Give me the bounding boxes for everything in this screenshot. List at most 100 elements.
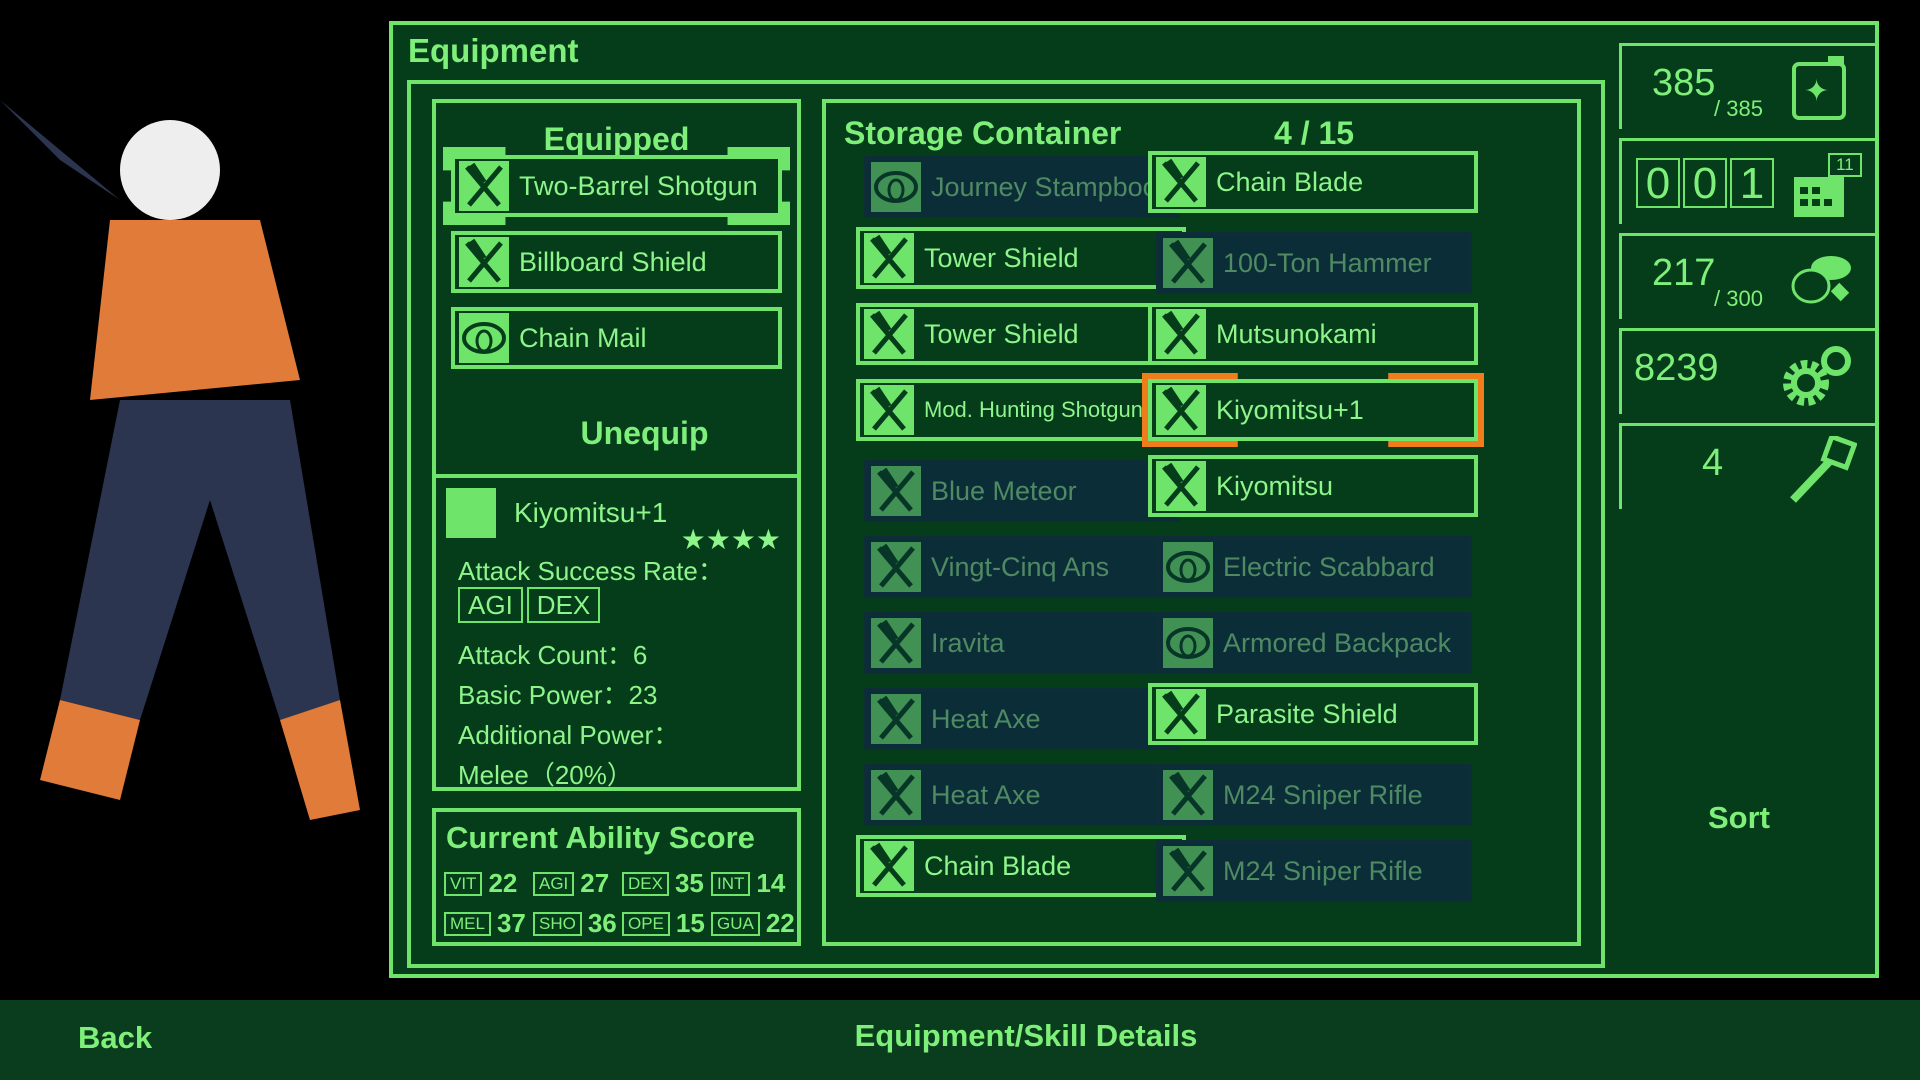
item-slot[interactable]: Mutsunokami — [1148, 303, 1478, 365]
item-slot[interactable]: Journey Stampbook — [864, 156, 1180, 218]
ability-score: VIT 22 — [444, 868, 534, 899]
item-name: 100-Ton Hammer — [1223, 247, 1432, 278]
item-name: M24 Sniper Rifle — [1223, 855, 1423, 886]
item-slot[interactable]: 100-Ton Hammer — [1156, 232, 1472, 294]
ability-tag: AGI — [533, 871, 575, 896]
day-digit: 1 — [1730, 158, 1774, 208]
item-slot[interactable]: Tower Shield — [856, 303, 1186, 365]
unequip-button[interactable]: Unequip — [580, 415, 709, 451]
item-name: Journey Stampbook — [931, 171, 1172, 202]
item-name: Tower Shield — [924, 318, 1079, 349]
key-icon — [1790, 436, 1857, 503]
svg-text:✦: ✦ — [1804, 75, 1829, 108]
ability-score: MEL 37 — [444, 908, 543, 939]
additional-power: Melee（20%） — [458, 760, 633, 790]
sort-button[interactable]: Sort — [1708, 800, 1770, 835]
weapon-icon — [871, 694, 921, 744]
item-slot[interactable]: Parasite Shield — [1148, 683, 1478, 745]
item-name: Kiyomitsu — [1216, 470, 1334, 501]
window-title: Equipment — [408, 32, 579, 69]
keys-stat: 4 — [1619, 423, 1875, 509]
item-slot[interactable]: Mod. Hunting Shotgun — [856, 379, 1186, 441]
equipped-header: Equipped — [543, 121, 690, 157]
keys-value: 4 — [1702, 442, 1724, 484]
item-slot[interactable]: Tower Shield — [856, 227, 1186, 289]
armor-icon — [1163, 542, 1213, 592]
item-name: Heat Axe — [931, 703, 1041, 734]
day-digit: 0 — [1683, 158, 1727, 208]
item-slot[interactable]: Chain Mail — [451, 307, 782, 369]
ability-value: 15 — [675, 908, 705, 938]
storage-header: Storage Container — [844, 115, 1122, 151]
calendar-badge: 11 — [1828, 153, 1862, 177]
item-slot[interactable]: Heat Axe — [864, 688, 1180, 750]
ability-tag: VIT — [444, 871, 483, 896]
ability-tag: SHO — [533, 911, 582, 936]
storage-count: 4 / 15 — [1274, 115, 1355, 151]
weapon-icon — [459, 237, 509, 287]
equipment-skill-details-button[interactable]: Equipment/Skill Details — [854, 1018, 1198, 1053]
day-digit: 0 — [1636, 158, 1680, 208]
item-name: M24 Sniper Rifle — [1223, 779, 1423, 810]
weapon-icon — [864, 309, 914, 359]
weapon-icon — [1163, 770, 1213, 820]
item-name: Tower Shield — [924, 242, 1079, 273]
item-slot[interactable]: Armored Backpack — [1156, 612, 1472, 674]
back-button[interactable]: Back — [78, 1020, 153, 1055]
ability-score: AGI 27 — [533, 868, 626, 899]
item-slot[interactable]: Chain Blade — [1148, 151, 1478, 213]
item-slot[interactable]: Chain Blade — [856, 835, 1186, 897]
ability-score-panel: Current Ability Score VIT 22 AGI 27 DEX 35 INT… — [432, 808, 801, 946]
ability-tag: GUA — [711, 911, 760, 936]
item-slot[interactable]: Kiyomitsu+1 — [1148, 379, 1478, 441]
item-name: Iravita — [931, 627, 1005, 658]
footer-center: Equipment/Skill Details — [0, 1018, 1920, 1054]
item-slot[interactable]: M24 Sniper Rifle — [1156, 840, 1472, 902]
item-slot[interactable]: M24 Sniper Rifle — [1156, 764, 1472, 826]
footer-bar — [0, 1000, 1920, 1080]
ability-value: 27 — [580, 868, 610, 898]
weapon-icon — [871, 542, 921, 592]
weapon-icon — [459, 161, 509, 211]
weapon-icon — [1163, 238, 1213, 288]
weapon-icon — [1163, 846, 1213, 896]
calendar-icon — [1794, 177, 1844, 217]
food-stat: 217 / 300 — [1619, 233, 1875, 319]
armor-icon — [1163, 618, 1213, 668]
detail-header: Kiyomitsu+1 — [446, 488, 667, 538]
ability-score: DEX 35 — [622, 868, 721, 899]
ability-tag: MEL — [444, 911, 491, 936]
armor-icon — [871, 162, 921, 212]
item-slot[interactable]: Electric Scabbard — [1156, 536, 1472, 598]
item-name: Blue Meteor — [931, 475, 1077, 506]
item-slot[interactable]: Billboard Shield — [451, 231, 782, 293]
item-slot[interactable]: Two-Barrel Shotgun — [451, 155, 782, 217]
rate-tag: DEX — [526, 587, 601, 623]
item-name: Chain Blade — [924, 850, 1072, 881]
item-name: Kiyomitsu+1 — [1216, 394, 1364, 425]
attack-success-rate-label: Attack Success Rate： — [458, 556, 724, 586]
item-name: Chain Blade — [1216, 166, 1364, 197]
item-name: Electric Scabbard — [1223, 551, 1435, 582]
item-slot[interactable]: Heat Axe — [864, 764, 1180, 826]
energy-canister-icon: ✦ — [1792, 56, 1846, 120]
item-slot[interactable]: Iravita — [864, 612, 1180, 674]
energy-value: 385 — [1652, 62, 1716, 104]
item-name: Armored Backpack — [1223, 627, 1452, 658]
character-portrait — [0, 100, 360, 820]
rate-tag: AGI — [458, 587, 523, 623]
weapon-icon — [864, 841, 914, 891]
food-icon — [1791, 256, 1851, 304]
weapon-icon — [864, 385, 914, 435]
item-slot[interactable]: Kiyomitsu — [1148, 455, 1478, 517]
ability-value: 22 — [765, 908, 795, 938]
ability-score: SHO 36 — [533, 908, 634, 939]
item-slot[interactable]: Vingt-Cinq Ans — [864, 536, 1180, 598]
ability-score: OPE 15 — [622, 908, 722, 939]
item-slot[interactable]: Blue Meteor — [864, 460, 1180, 522]
ability-header: Current Ability Score — [446, 820, 755, 855]
rarity-stars: ★★★★ — [680, 524, 781, 555]
parts-value: 8239 — [1634, 347, 1719, 389]
item-name: Two-Barrel Shotgun — [519, 170, 758, 201]
